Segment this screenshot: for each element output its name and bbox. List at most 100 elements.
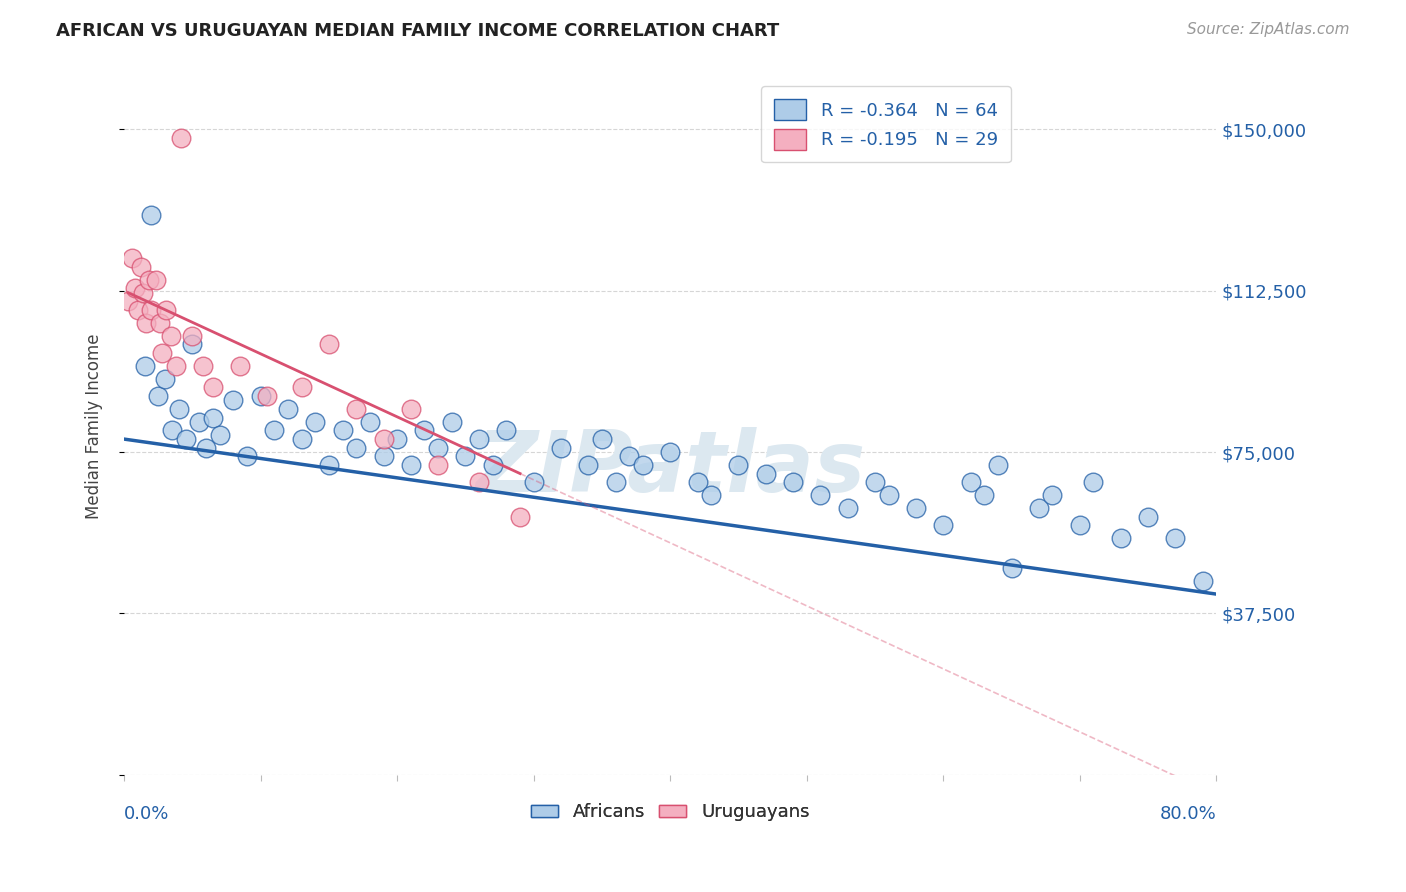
Point <box>135 316 157 330</box>
Point <box>1069 518 1091 533</box>
Point <box>495 424 517 438</box>
Point <box>373 450 395 464</box>
Point <box>222 393 245 408</box>
Point <box>1137 509 1160 524</box>
Point <box>174 432 197 446</box>
Point <box>605 475 627 490</box>
Point <box>149 316 172 330</box>
Point <box>291 432 314 446</box>
Point <box>454 450 477 464</box>
Point <box>1083 475 1105 490</box>
Point <box>727 458 749 472</box>
Point <box>1042 488 1064 502</box>
Point <box>1000 561 1022 575</box>
Point <box>141 302 163 317</box>
Point <box>170 130 193 145</box>
Point <box>132 285 155 300</box>
Point <box>399 401 422 416</box>
Point <box>686 475 709 490</box>
Point <box>155 302 177 317</box>
Point <box>249 389 271 403</box>
Point <box>413 424 436 438</box>
Point <box>700 488 723 502</box>
Point <box>167 401 190 416</box>
Point <box>619 450 641 464</box>
Point <box>193 359 215 373</box>
Point <box>631 458 654 472</box>
Point <box>153 372 176 386</box>
Point <box>332 424 354 438</box>
Point <box>165 359 187 373</box>
Point <box>291 380 314 394</box>
Point <box>427 458 450 472</box>
Point <box>837 500 859 515</box>
Point <box>117 294 139 309</box>
Text: Source: ZipAtlas.com: Source: ZipAtlas.com <box>1187 22 1350 37</box>
Point <box>550 441 572 455</box>
Point <box>1028 500 1050 515</box>
Point <box>318 458 340 472</box>
Point <box>208 427 231 442</box>
Legend: Africans, Uruguayans: Africans, Uruguayans <box>524 797 817 829</box>
Point <box>124 281 146 295</box>
Point <box>138 273 160 287</box>
Point <box>181 337 204 351</box>
Point <box>181 328 204 343</box>
Point <box>256 389 278 403</box>
Point <box>481 458 503 472</box>
Point <box>277 401 299 416</box>
Point <box>808 488 831 502</box>
Point <box>468 475 491 490</box>
Point <box>134 359 156 373</box>
Point <box>148 389 170 403</box>
Text: AFRICAN VS URUGUAYAN MEDIAN FAMILY INCOME CORRELATION CHART: AFRICAN VS URUGUAYAN MEDIAN FAMILY INCOM… <box>56 22 779 40</box>
Point <box>576 458 599 472</box>
Point <box>318 337 340 351</box>
Point <box>932 518 955 533</box>
Point <box>188 415 211 429</box>
Point <box>304 415 326 429</box>
Point <box>987 458 1010 472</box>
Y-axis label: Median Family Income: Median Family Income <box>86 334 103 519</box>
Point <box>782 475 804 490</box>
Point <box>399 458 422 472</box>
Point <box>373 432 395 446</box>
Point <box>755 467 778 481</box>
Point <box>121 252 143 266</box>
Point <box>440 415 463 429</box>
Point <box>959 475 981 490</box>
Point <box>1191 574 1213 589</box>
Point <box>1164 531 1187 545</box>
Point <box>141 208 163 222</box>
Point <box>129 260 152 274</box>
Point <box>523 475 546 490</box>
Point <box>229 359 252 373</box>
Point <box>468 432 491 446</box>
Point <box>344 441 367 455</box>
Text: 0.0%: 0.0% <box>124 805 170 823</box>
Point <box>591 432 613 446</box>
Point <box>659 445 682 459</box>
Point <box>150 346 173 360</box>
Point <box>160 424 183 438</box>
Point <box>236 450 259 464</box>
Point <box>127 302 149 317</box>
Point <box>359 415 381 429</box>
Point <box>195 441 218 455</box>
Point <box>159 328 181 343</box>
Text: ZIPatlas: ZIPatlas <box>475 426 865 509</box>
Point <box>904 500 927 515</box>
Point <box>863 475 886 490</box>
Point <box>1109 531 1132 545</box>
Point <box>201 380 224 394</box>
Point <box>973 488 995 502</box>
Point <box>385 432 408 446</box>
Point <box>145 273 167 287</box>
Point <box>427 441 450 455</box>
Point <box>201 410 224 425</box>
Point <box>344 401 367 416</box>
Point <box>263 424 285 438</box>
Point <box>877 488 900 502</box>
Text: 80.0%: 80.0% <box>1160 805 1216 823</box>
Point <box>509 509 531 524</box>
